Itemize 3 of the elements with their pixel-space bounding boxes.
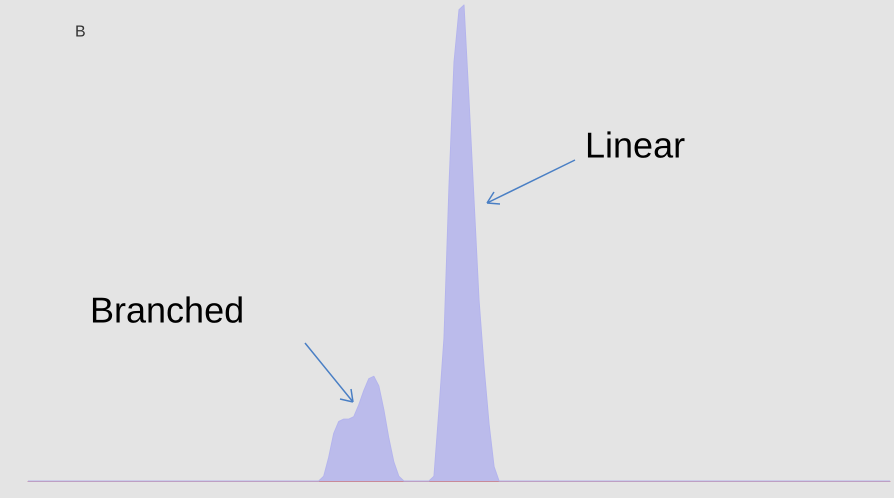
annotation: B xyxy=(75,24,86,40)
annotation: Branched xyxy=(90,290,244,330)
annotation: Linear xyxy=(585,124,686,166)
